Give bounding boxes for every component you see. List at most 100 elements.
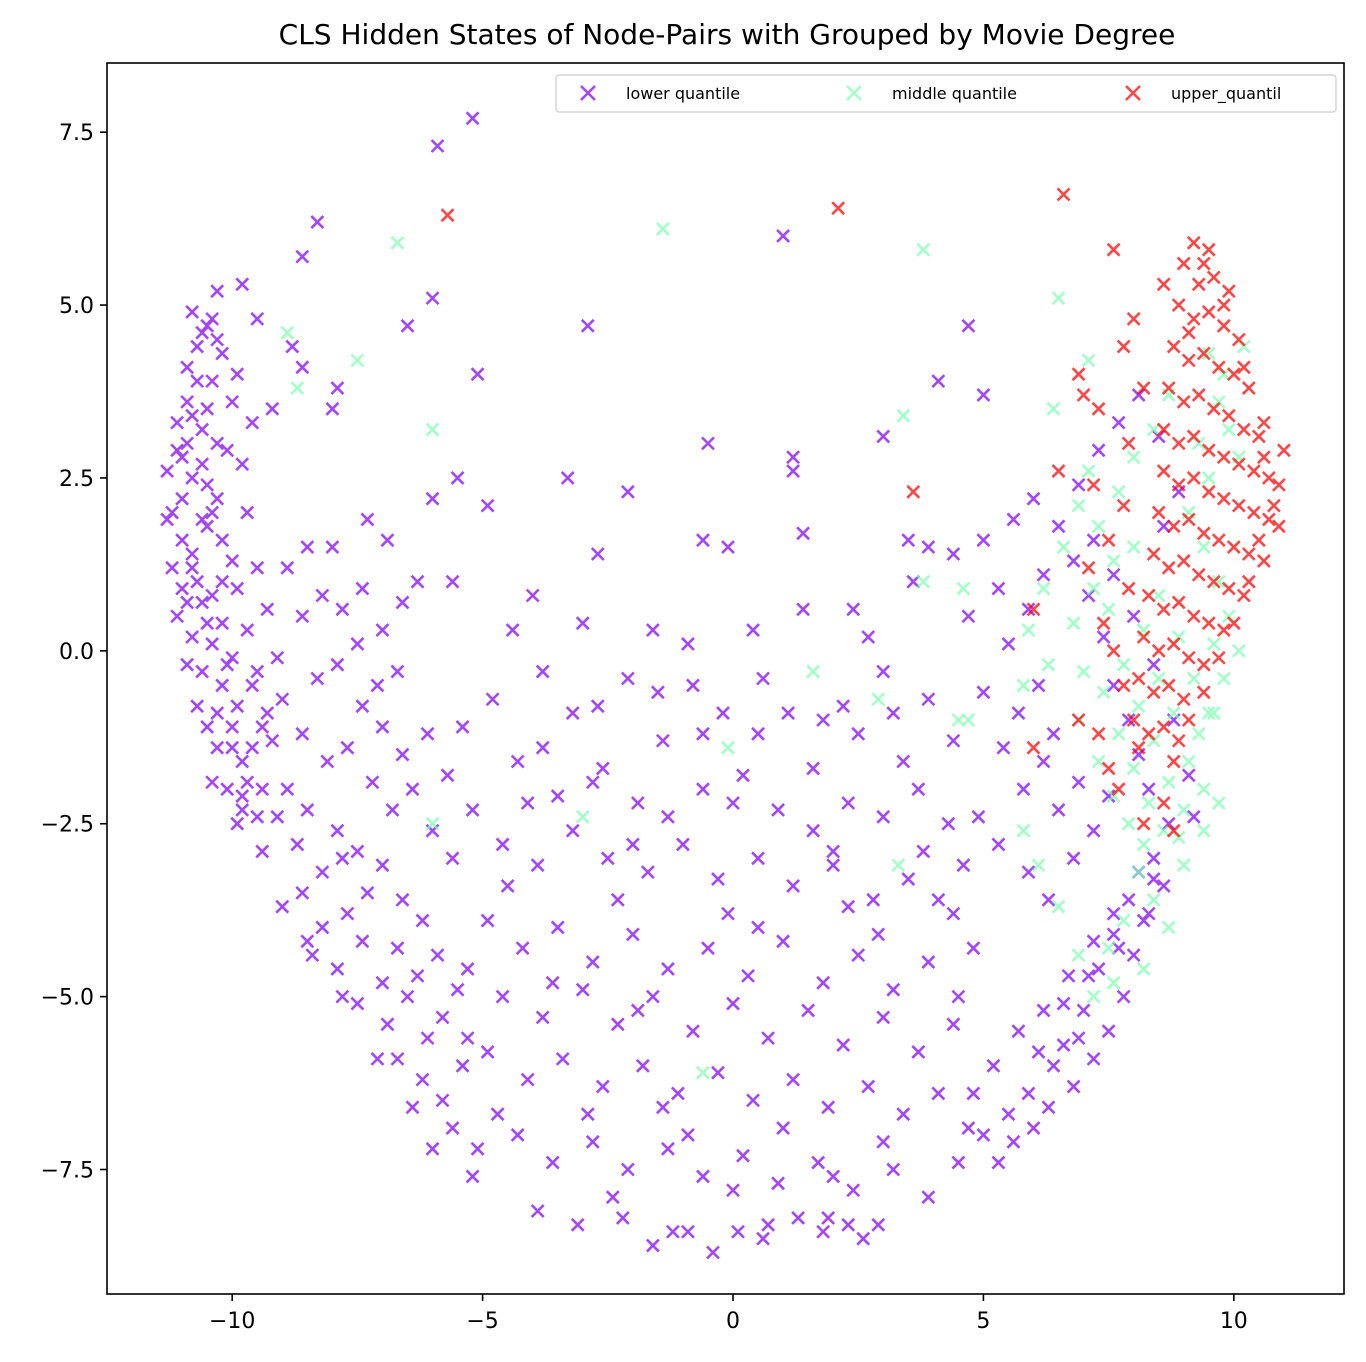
data-point bbox=[1231, 643, 1246, 658]
data-point bbox=[1096, 630, 1111, 644]
data-point bbox=[811, 1155, 826, 1170]
data-point bbox=[330, 823, 345, 838]
data-point bbox=[1261, 512, 1276, 527]
data-point bbox=[1036, 567, 1051, 582]
data-point bbox=[1216, 671, 1231, 686]
data-point bbox=[1066, 616, 1081, 631]
data-point bbox=[786, 464, 801, 478]
data-point bbox=[230, 699, 245, 714]
data-point bbox=[295, 726, 310, 741]
data-point bbox=[370, 678, 385, 693]
data-point bbox=[1181, 754, 1196, 769]
data-point bbox=[886, 1162, 901, 1177]
plot-frame bbox=[106, 62, 1345, 1295]
data-point bbox=[535, 740, 550, 755]
data-point bbox=[1261, 471, 1276, 485]
data-point bbox=[911, 782, 926, 797]
data-point bbox=[751, 920, 765, 935]
data-point bbox=[1021, 623, 1036, 638]
data-point bbox=[951, 1155, 966, 1170]
legend-label: upper_quantil bbox=[1171, 84, 1281, 104]
data-point bbox=[781, 706, 796, 720]
data-point bbox=[1136, 837, 1151, 852]
data-point bbox=[1241, 574, 1256, 589]
data-point bbox=[1196, 685, 1211, 700]
data-point bbox=[195, 325, 210, 340]
data-point bbox=[1221, 284, 1236, 299]
data-point bbox=[1101, 941, 1116, 956]
data-point bbox=[726, 996, 740, 1011]
data-point bbox=[435, 1010, 450, 1025]
data-point bbox=[215, 346, 230, 361]
data-point bbox=[1031, 1045, 1046, 1059]
data-points bbox=[160, 111, 1291, 1260]
data-point bbox=[1106, 678, 1121, 693]
data-point bbox=[961, 713, 976, 727]
data-point bbox=[1126, 713, 1141, 727]
data-point bbox=[1081, 464, 1096, 478]
data-point bbox=[280, 560, 295, 575]
data-point bbox=[911, 1045, 926, 1059]
data-point bbox=[1156, 422, 1171, 437]
data-point bbox=[1211, 533, 1226, 548]
data-point bbox=[460, 1031, 475, 1046]
data-point bbox=[1116, 339, 1131, 354]
data-point bbox=[771, 1176, 786, 1191]
data-point bbox=[1066, 1079, 1081, 1094]
data-point bbox=[240, 623, 255, 638]
data-point bbox=[796, 526, 811, 541]
data-point bbox=[941, 816, 956, 831]
data-point bbox=[1151, 643, 1166, 658]
data-point bbox=[1146, 685, 1161, 700]
data-point bbox=[325, 540, 340, 555]
data-point bbox=[1151, 429, 1166, 444]
data-point bbox=[440, 768, 455, 783]
data-point bbox=[200, 477, 215, 492]
data-point bbox=[1211, 394, 1226, 409]
data-point bbox=[275, 692, 290, 707]
data-point bbox=[185, 630, 200, 644]
data-point bbox=[305, 948, 320, 963]
y-tick-label: −7.5 bbox=[41, 1159, 94, 1184]
data-point bbox=[330, 962, 345, 976]
data-point bbox=[836, 699, 851, 714]
data-point bbox=[665, 1224, 680, 1239]
data-point bbox=[1126, 761, 1141, 776]
data-point bbox=[220, 443, 235, 458]
data-point bbox=[195, 595, 210, 610]
legend-item: upper_quantil bbox=[1125, 84, 1281, 104]
data-point bbox=[255, 782, 270, 797]
data-point bbox=[1016, 782, 1031, 797]
data-point bbox=[590, 547, 605, 561]
data-point bbox=[801, 1003, 816, 1018]
legend-box bbox=[555, 74, 1337, 113]
data-point bbox=[165, 560, 180, 575]
data-point bbox=[1216, 450, 1231, 465]
data-point bbox=[180, 657, 195, 672]
data-point bbox=[946, 906, 961, 921]
data-point bbox=[901, 533, 916, 548]
y-tick-label: 5.0 bbox=[59, 294, 94, 319]
data-point bbox=[1086, 989, 1101, 1004]
data-point bbox=[620, 1162, 635, 1177]
data-point bbox=[681, 1224, 695, 1239]
data-point bbox=[1166, 519, 1181, 534]
data-point bbox=[210, 740, 225, 755]
data-point bbox=[610, 892, 625, 907]
data-point bbox=[1146, 657, 1161, 672]
data-point bbox=[480, 498, 495, 513]
axes bbox=[106, 62, 1345, 1295]
data-point bbox=[380, 533, 395, 548]
data-point bbox=[966, 941, 981, 956]
data-point bbox=[1116, 913, 1131, 928]
data-point bbox=[1171, 830, 1186, 845]
data-point bbox=[776, 1121, 791, 1135]
data-point bbox=[545, 975, 560, 990]
data-point bbox=[1091, 962, 1106, 976]
data-point bbox=[295, 885, 310, 900]
data-point bbox=[1011, 1024, 1026, 1039]
data-point bbox=[1126, 540, 1141, 555]
data-point bbox=[1201, 706, 1216, 720]
data-point bbox=[1156, 464, 1171, 478]
data-point bbox=[180, 360, 195, 375]
